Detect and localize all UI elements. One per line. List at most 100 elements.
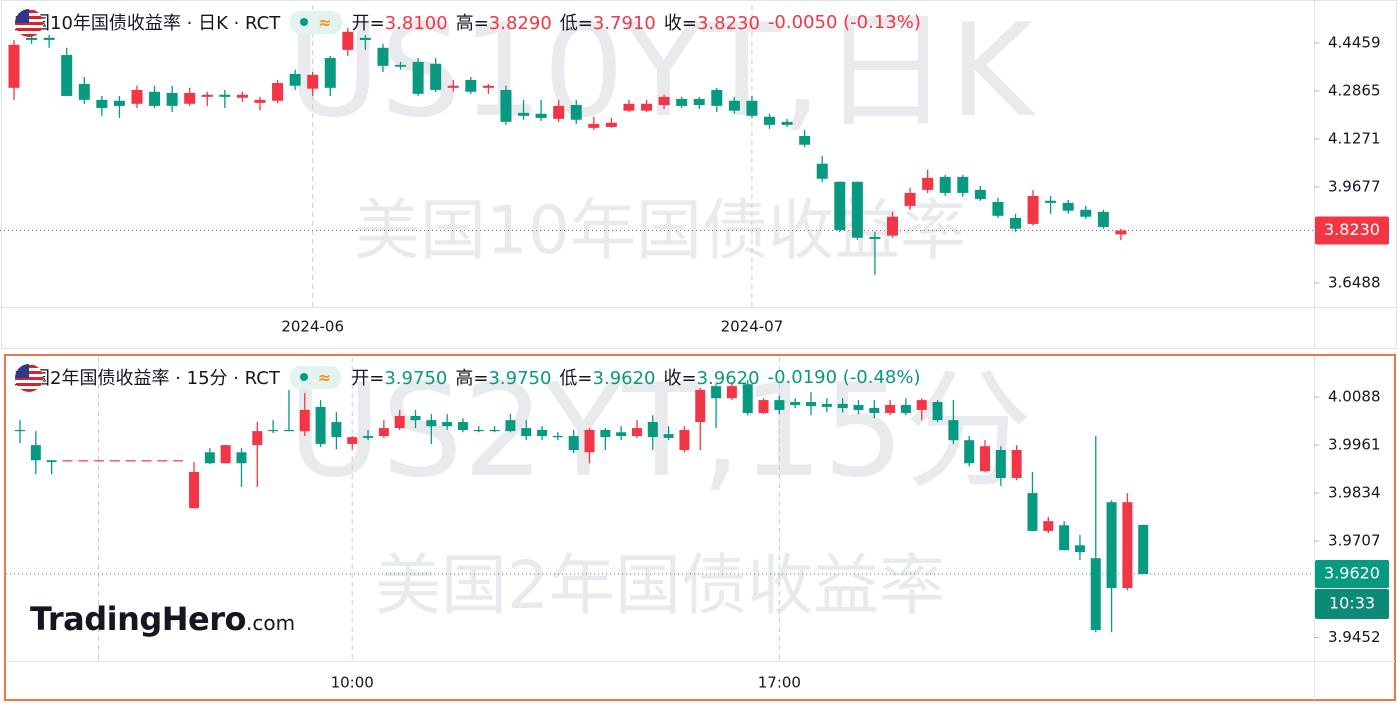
candle-body <box>616 432 627 437</box>
candle-body <box>553 105 565 119</box>
status-pill[interactable]: ≈ <box>289 365 342 389</box>
candle-body <box>30 445 41 461</box>
candle-body <box>268 429 279 432</box>
change: -0.0050 (-0.13%) <box>767 11 921 33</box>
candle-body <box>109 460 120 462</box>
candle-body <box>1043 521 1054 531</box>
candle-body <box>201 94 213 97</box>
ohlc-value: 3.9620 <box>696 368 760 389</box>
logo-text: TradingHero <box>30 600 247 638</box>
candle-body <box>272 83 284 101</box>
ohlc-value: 3.9620 <box>592 368 656 389</box>
candle-body <box>96 99 108 109</box>
candle-body <box>834 181 846 230</box>
candle-body <box>1009 217 1021 229</box>
candle-body <box>149 91 161 106</box>
candle-body <box>916 400 927 410</box>
ohlc-item: 高=3.8290 <box>456 9 552 35</box>
change: -0.0190 (-0.48%) <box>767 366 921 388</box>
ohlc-value: 3.8290 <box>488 13 552 34</box>
countdown-bg <box>1315 589 1389 620</box>
watermark: US10YT,日K <box>287 0 1037 146</box>
y-tick-label: 3.9834 <box>1328 484 1381 502</box>
y-tick-label: 4.0088 <box>1328 388 1381 406</box>
candle-body <box>658 96 670 105</box>
candle-body <box>584 429 595 453</box>
candle-body <box>535 113 547 118</box>
candle-body <box>711 386 722 399</box>
candle-body <box>932 401 943 421</box>
watermark: US2YT,15分 <box>288 357 1032 506</box>
active-pane-border <box>4 354 1396 701</box>
candle-body <box>331 422 342 438</box>
data-status: ≈ <box>317 367 332 387</box>
candle-body <box>521 428 532 437</box>
status-pill[interactable]: ≈ <box>290 10 342 34</box>
candle-body <box>299 409 310 432</box>
candle-body <box>1115 230 1127 235</box>
candle-body <box>1011 450 1022 478</box>
candle-body <box>623 103 635 111</box>
candle-body <box>904 192 916 206</box>
candle-body <box>568 436 579 451</box>
candle-body <box>922 177 934 190</box>
candle-body <box>157 460 168 462</box>
ohlc-label: 开= <box>351 368 385 389</box>
symbol-title: 美国10年国债收益率 · 日K · RCT <box>14 13 281 34</box>
candle-body <box>412 61 424 94</box>
candle-body <box>283 429 294 432</box>
ohlc-label: 高= <box>455 13 489 34</box>
candle-body <box>1074 545 1085 553</box>
candle-body <box>62 460 73 462</box>
pane-border <box>1 0 1397 349</box>
candle-body <box>342 31 354 50</box>
ohlc-item: 收=3.8230 <box>664 9 760 35</box>
candle-body <box>964 440 975 464</box>
candle-body <box>363 436 374 438</box>
candle-body <box>395 64 407 67</box>
candle-body <box>489 429 500 432</box>
candle-body <box>189 471 200 509</box>
legend-header: 美国10年国债收益率 · 日K · RCT ≈ 开=3.8100 高=3.8290 低=… <box>14 8 921 37</box>
candle-body <box>851 181 863 238</box>
candle-body <box>980 446 991 472</box>
candle-body <box>600 429 611 438</box>
candle-body <box>505 420 516 432</box>
candle-body <box>742 384 753 413</box>
candle-body <box>764 116 776 125</box>
ohlc-value: 3.8230 <box>696 13 760 34</box>
y-tick-label: 3.9961 <box>1328 436 1381 454</box>
legend-header: 美国2年国债收益率 · 15分 · RCT ≈ 开=3.9750 高=3.9750 低=… <box>14 363 921 392</box>
candle-body <box>377 47 389 66</box>
candle-body <box>869 408 880 413</box>
ohlc-item: 开=3.9750 <box>351 364 447 390</box>
candle-body <box>1027 195 1039 224</box>
candle-body <box>131 89 143 104</box>
candle-body <box>473 429 484 432</box>
ohlc-label: 收= <box>663 368 697 389</box>
candle-body <box>500 89 512 122</box>
candle-body <box>1090 558 1101 630</box>
candle-body <box>410 415 421 421</box>
candle-body <box>679 429 690 451</box>
countdown: 10:33 <box>1329 594 1375 613</box>
candle-body <box>430 63 442 90</box>
candle-body <box>957 176 969 193</box>
candle-body <box>1106 502 1117 589</box>
price-label: 3.8230 <box>1324 220 1380 239</box>
candle-body <box>948 420 959 441</box>
candle-body <box>204 452 215 464</box>
ohlc-value: 3.9750 <box>488 368 552 389</box>
candle-body <box>78 83 90 100</box>
candle-body <box>790 401 801 406</box>
ohlc-item: 收=3.9620 <box>664 364 760 390</box>
candle-body <box>61 55 73 96</box>
candle-body <box>1062 202 1074 211</box>
candle-body <box>1045 200 1057 203</box>
candle-body <box>220 445 231 464</box>
candle-body <box>166 92 178 106</box>
candle-body <box>781 121 793 125</box>
y-tick-label: 4.4459 <box>1328 33 1381 51</box>
ohlc-label: 低= <box>559 368 593 389</box>
